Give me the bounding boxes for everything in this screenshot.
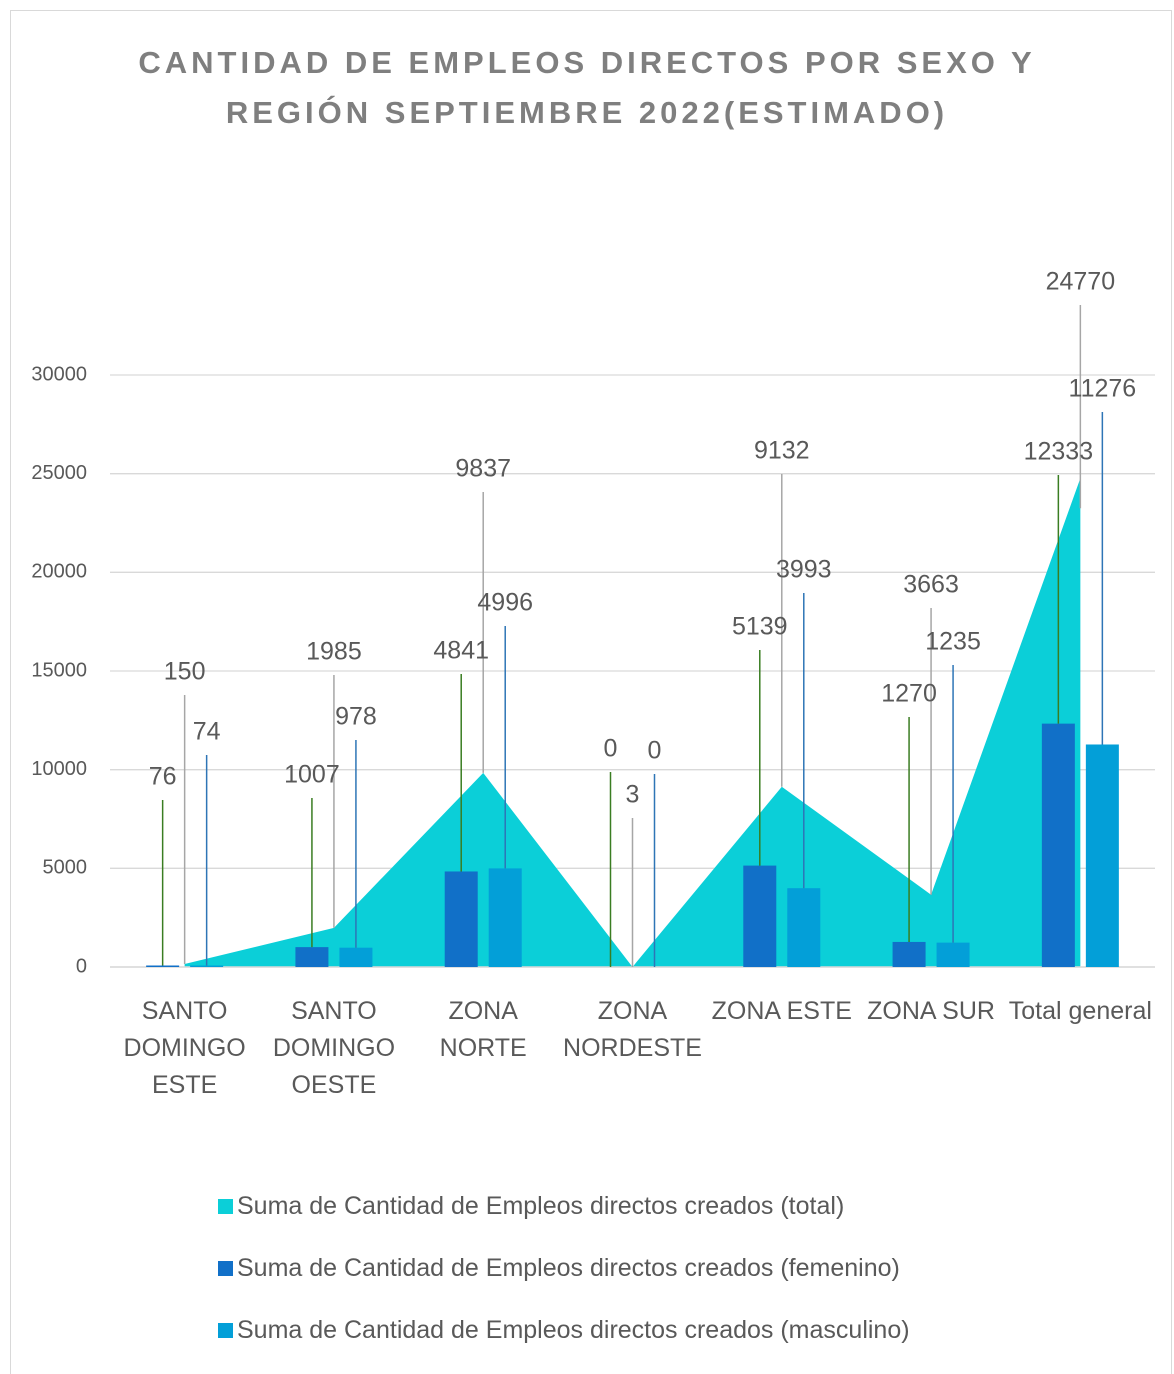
x-tick-label: SANTO DOMINGO OESTE [272,997,396,1099]
chart-frame [10,10,1172,1374]
data-label: 1270 [881,680,937,708]
y-tick-label: 15000 [31,659,87,681]
data-label: 1235 [925,628,981,656]
legend-swatch [218,1199,233,1214]
data-label: 0 [604,735,618,763]
bar [936,942,970,967]
y-tick-label: 0 [76,955,87,977]
data-label: 4996 [477,589,533,617]
legend-item: Suma de Cantidad de Empleos directos cre… [218,1254,900,1283]
bar [743,865,777,967]
y-tick-label: 10000 [31,758,87,780]
data-label: 3 [626,781,640,809]
bar [444,871,478,967]
x-tick-label: ZONA NORDESTE [563,997,702,1062]
bar [339,947,373,967]
bar [787,888,821,967]
data-label: 9132 [754,437,810,465]
legend-label: Suma de Cantidad de Empleos directos cre… [237,1192,845,1220]
data-label: 1007 [284,761,340,789]
data-label: 24770 [1046,268,1116,296]
data-label: 4841 [433,637,489,665]
x-tick-label: SANTO DOMINGO ESTE [123,997,246,1099]
data-label: 978 [335,703,377,731]
legend-swatch [218,1323,233,1338]
data-label: 11276 [1069,375,1137,403]
x-tick-label: ZONA ESTE [711,997,852,1025]
data-label: 150 [164,658,206,686]
data-label: 0 [648,737,662,765]
data-label: 76 [149,763,177,791]
data-label: 74 [193,718,221,746]
bar [190,965,224,967]
x-tick-label: ZONA SUR [867,997,995,1025]
legend-item: Suma de Cantidad de Empleos directos cre… [218,1316,910,1345]
bar [295,947,329,967]
y-tick-label: 25000 [31,462,87,484]
y-tick-label: 30000 [31,363,87,385]
bar [146,965,180,967]
bar [488,868,522,967]
bar [1085,744,1119,967]
x-tick-label: ZONA NORTE [439,997,527,1062]
y-tick-label: 5000 [43,857,88,879]
chart-title: CANTIDAD DE EMPLEOS DIRECTOS POR SEXO Y … [138,45,1036,130]
data-label: 3663 [903,571,959,599]
y-tick-label: 20000 [31,561,87,583]
data-label: 3993 [776,556,832,584]
legend-swatch [218,1261,233,1276]
data-label: 5139 [732,613,788,641]
area [184,478,1081,967]
legend-item: Suma de Cantidad de Empleos directos cre… [218,1192,844,1221]
bar [892,941,926,967]
data-label: 1985 [306,638,362,666]
legend-label: Suma de Cantidad de Empleos directos cre… [237,1316,910,1344]
bar [1041,723,1075,967]
data-label: 12333 [1024,438,1094,466]
legend-label: Suma de Cantidad de Empleos directos cre… [237,1254,900,1282]
x-tick-label: Total general [1008,997,1152,1025]
data-label: 9837 [455,455,511,483]
